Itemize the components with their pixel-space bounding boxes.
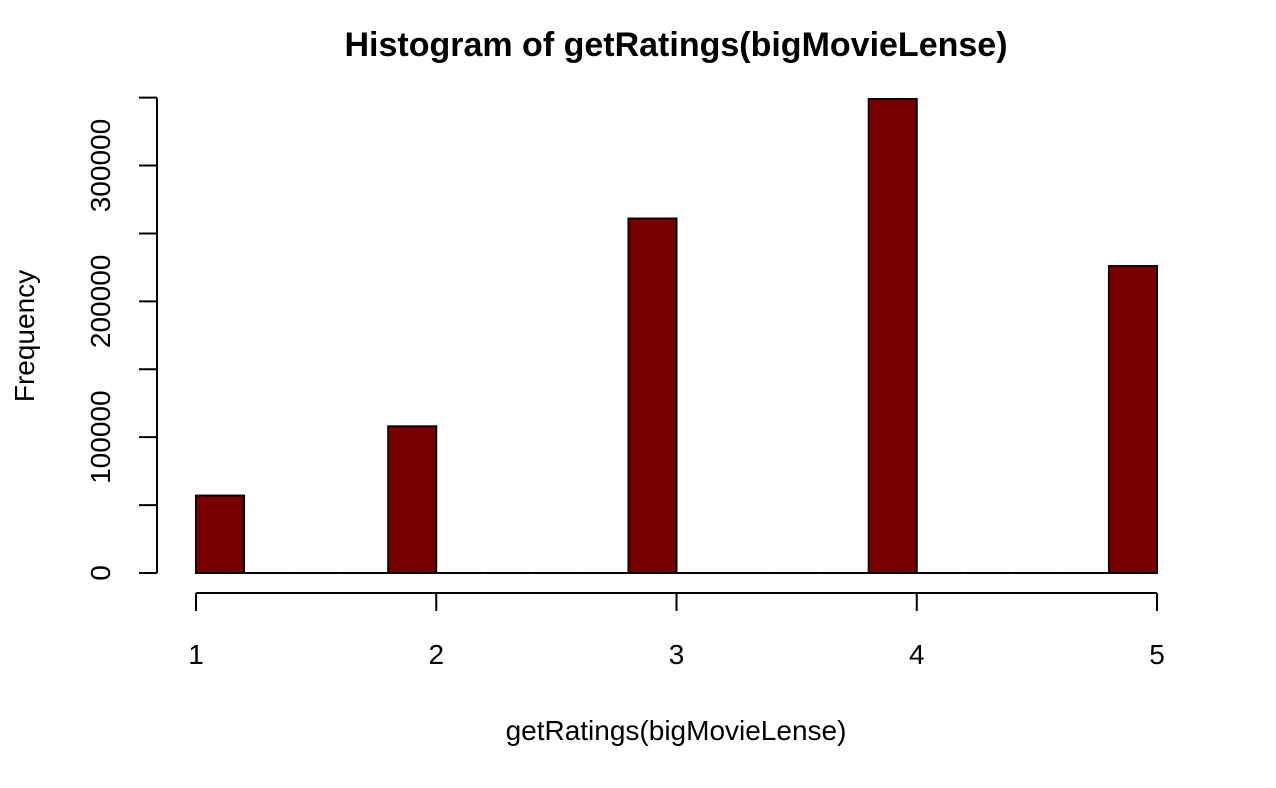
histogram-bar-0 [195, 494, 246, 575]
x-axis: 1 2 3 4 5 [188, 592, 1165, 670]
histogram-bar-19 [1107, 265, 1158, 574]
histogram-bar-9 [627, 217, 678, 575]
y-tick-label-100000: 100000 [85, 390, 116, 483]
x-axis-label: getRatings(bigMovieLense) [506, 715, 847, 746]
x-tick-label-1: 1 [188, 639, 204, 670]
x-tick-label-3: 3 [669, 639, 685, 670]
y-axis-label: Frequency [9, 270, 40, 402]
histogram-bar-14 [867, 98, 918, 574]
y-axis: 0 100000 200000 300000 [85, 96, 158, 581]
x-tick-label-4: 4 [909, 639, 925, 670]
y-tick-label-0: 0 [85, 565, 116, 581]
x-tick-label-2: 2 [428, 639, 444, 670]
bars-group [195, 98, 1158, 575]
chart-title: Histogram of getRatings(bigMovieLense) [344, 26, 1007, 64]
x-tick-label-5: 5 [1149, 639, 1165, 670]
y-tick-label-300000: 300000 [85, 119, 116, 212]
histogram-bar-4 [387, 425, 438, 574]
y-tick-label-200000: 200000 [85, 255, 116, 348]
